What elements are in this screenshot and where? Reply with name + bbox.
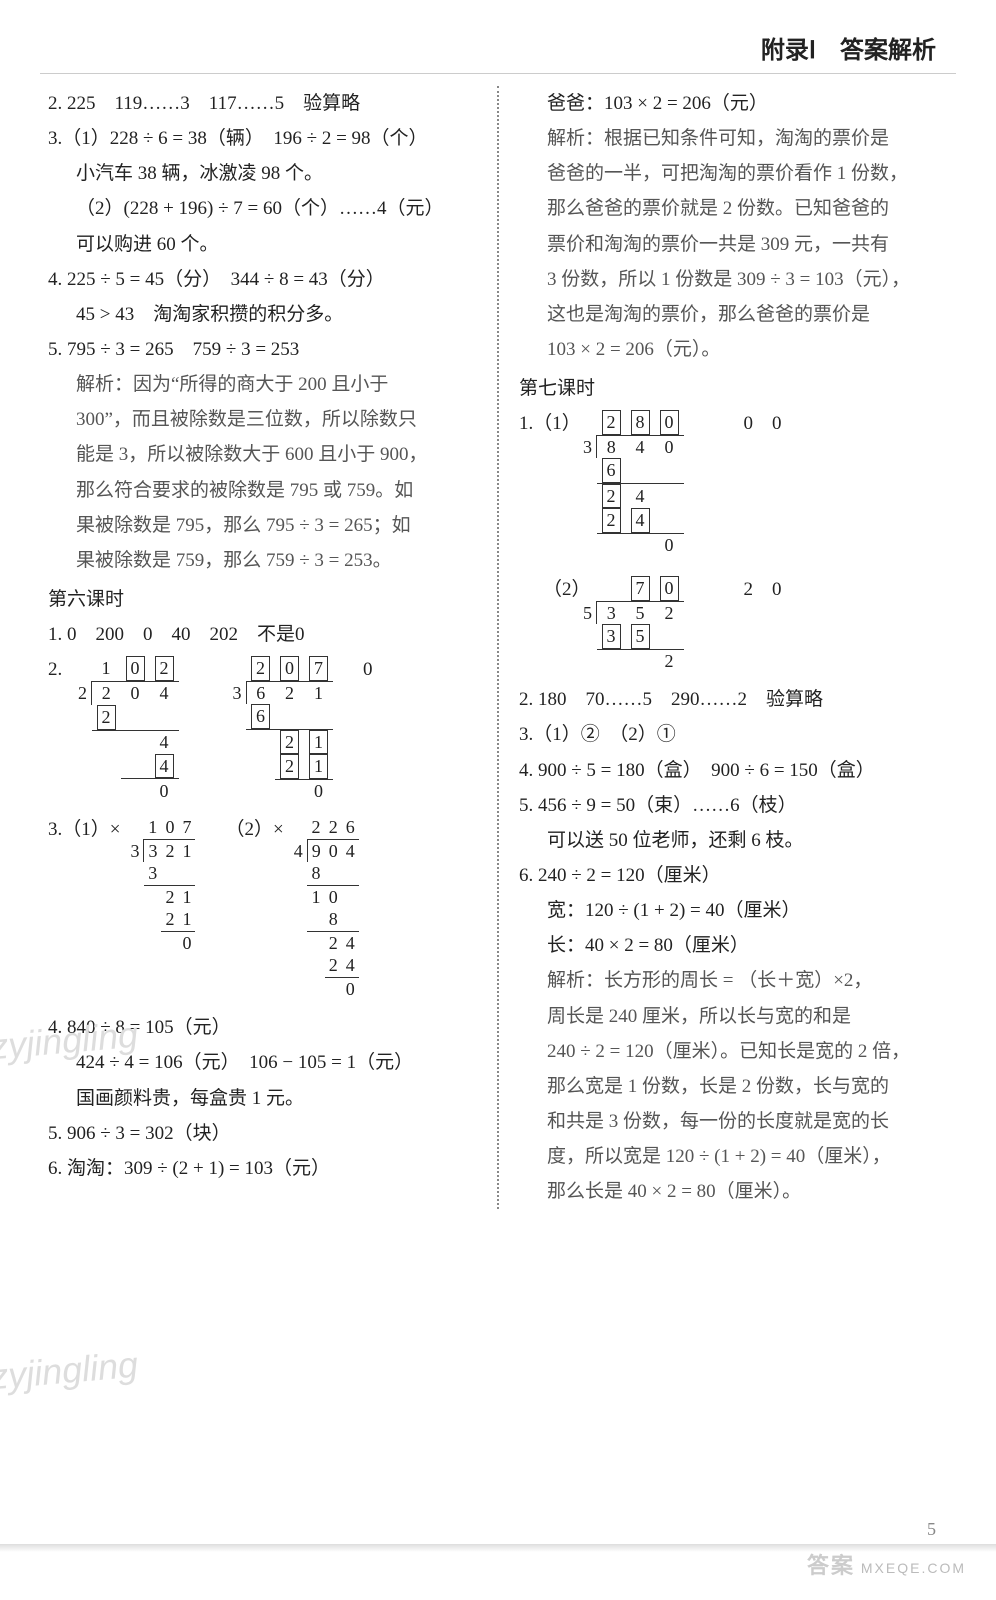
s7-item6d: 解析：长方形的周长 = （长＋宽）×2， <box>519 963 948 998</box>
two-column-body: 2. 225 119……3 117……5 验算略 3.（1）228 ÷ 6 = … <box>40 86 956 1209</box>
column-divider <box>497 86 499 1209</box>
item-5e: 那么符合要求的被除数是 795 或 759。如 <box>48 473 477 508</box>
s7-item4: 4. 900 ÷ 5 = 180（盒） 900 ÷ 6 = 150（盒） <box>519 753 948 788</box>
footer-logo-sub: MXEQE.COM <box>861 1560 966 1576</box>
s6-item3-1-label: 3.（1）× <box>48 812 120 964</box>
s7-item5a: 5. 456 ÷ 9 = 50（束）……6（枝） <box>519 788 948 823</box>
item-2: 2. 225 119……3 117……5 验算略 <box>48 86 477 121</box>
header-rule <box>40 73 956 74</box>
s7-item6c: 长：40 × 2 = 80（厘米） <box>519 928 948 963</box>
left-column: 2. 225 119……3 117……5 验算略 3.（1）228 ÷ 6 = … <box>40 86 495 1209</box>
s7-item1-2: （2） 70 5352 35 2 2 0 <box>519 572 948 682</box>
s7-item6f: 240 ÷ 2 = 120（厘米）。已知长是宽的 2 倍， <box>519 1034 948 1069</box>
s6-item1: 1. 0 200 0 40 202 不是0 <box>48 617 477 652</box>
footer-logo-main: 答案 <box>807 1553 855 1578</box>
item-3-1: 3.（1）228 ÷ 6 = 38（辆） 196 ÷ 2 = 98（个） <box>48 121 477 156</box>
s7-1-1-label: 1.（1） <box>519 406 579 441</box>
r1: 爸爸：103 × 2 = 206（元） <box>519 86 948 121</box>
longdiv-352-5: 70 5352 35 2 <box>579 576 684 672</box>
s7-1-1-side: 0 0 <box>744 406 782 441</box>
s6-item6: 6. 淘淘：309 ÷ (2 + 1) = 103（元） <box>48 1151 477 1186</box>
s7-item5b: 可以送 50 位老师，还剩 6 枝。 <box>519 823 948 858</box>
r8: 103 × 2 = 206（元）。 <box>519 332 948 367</box>
s6-item2: 2. 102 2204 2 4 4 0 207 3621 <box>48 652 477 812</box>
s7-item6j: 那么长是 40 × 2 = 80（厘米）。 <box>519 1174 948 1209</box>
s6-item3-2-label: （2）× <box>225 812 283 1010</box>
item-5d: 能是 3，所以被除数大于 600 且小于 900， <box>48 437 477 472</box>
item-5f: 果被除数是 795，那么 795 ÷ 3 = 265；如 <box>48 508 477 543</box>
s6-item4b: 424 ÷ 4 = 106（元） 106 − 105 = 1（元） <box>48 1045 477 1080</box>
item-4b: 45 > 43 淘淘家积攒的积分多。 <box>48 297 477 332</box>
s6-item5: 5. 906 ÷ 3 = 302（块） <box>48 1116 477 1151</box>
longdiv-904-4: 226 4904 8 10 8 24 24 0 <box>290 816 359 1000</box>
r7: 这也是淘淘的票价，那么爸爸的票价是 <box>519 297 948 332</box>
longdiv-621-3: 207 3621 6 21 21 0 <box>229 656 334 802</box>
s6-item2-label: 2. <box>48 652 74 687</box>
s7-item6h: 和共是 3 份数，每一份的长度就是宽的长 <box>519 1104 948 1139</box>
page-number: 5 <box>927 1519 936 1540</box>
r6: 3 份数，所以 1 份数是 309 ÷ 3 = 103（元）， <box>519 262 948 297</box>
s7-item1-1: 1.（1） 280 3840 6 24 24 0 0 0 <box>519 406 948 566</box>
item-3-2b: 可以购进 60 个。 <box>48 227 477 262</box>
section-6-title: 第六课时 <box>48 582 477 617</box>
item-4a: 4. 225 ÷ 5 = 45（分） 344 ÷ 8 = 43（分） <box>48 262 477 297</box>
s7-item6g: 那么宽是 1 份数，长是 2 份数，长与宽的 <box>519 1069 948 1104</box>
r2: 解析：根据已知条件可知，淘淘的票价是 <box>519 121 948 156</box>
page-header: 附录Ⅰ 答案解析 <box>40 30 956 65</box>
footer-logo: 答案 MXEQE.COM <box>807 1548 966 1580</box>
s6-item2-side: 0 <box>363 652 373 687</box>
section-7-title: 第七课时 <box>519 371 948 406</box>
longdiv-840-3: 280 3840 6 24 24 0 <box>579 410 684 556</box>
s7-1-2-label: （2） <box>519 572 579 607</box>
right-column: 爸爸：103 × 2 = 206（元） 解析：根据已知条件可知，淘淘的票价是 爸… <box>501 86 956 1209</box>
r5: 票价和淘淘的票价一共是 309 元，一共有 <box>519 227 948 262</box>
s7-1-2-side: 2 0 <box>744 572 782 607</box>
item-5b: 解析：因为“所得的商大于 200 且小于 <box>48 367 477 402</box>
s7-item6e: 周长是 240 厘米，所以长与宽的和是 <box>519 999 948 1034</box>
item-3-2: （2）(228 + 196) ÷ 7 = 60（个）……4（元） <box>48 191 477 226</box>
s7-item2: 2. 180 70……5 290……2 验算略 <box>519 682 948 717</box>
r3: 爸爸的一半，可把淘淘的票价看作 1 份数， <box>519 156 948 191</box>
s7-item6b: 宽：120 ÷ (1 + 2) = 40（厘米） <box>519 893 948 928</box>
longdiv-321-3: 107 3321 3 21 21 0 <box>126 816 195 954</box>
s6-item3: 3.（1）× 107 3321 3 21 21 0 （2）× 226 4904 <box>48 812 477 1010</box>
watermark-2: zyjingling <box>0 1344 140 1399</box>
s7-item6a: 6. 240 ÷ 2 = 120（厘米） <box>519 858 948 893</box>
s7-item6i: 度，所以宽是 120 ÷ (1 + 2) = 40（厘米）， <box>519 1139 948 1174</box>
s7-item3: 3.（1）② （2）① <box>519 717 948 752</box>
page: 附录Ⅰ 答案解析 2. 225 119……3 117……5 验算略 3.（1）2… <box>0 0 996 1600</box>
item-5c: 300”，而且被除数是三位数，所以除数只 <box>48 402 477 437</box>
s6-item4a: 4. 840 ÷ 8 = 105（元） <box>48 1010 477 1045</box>
item-5a: 5. 795 ÷ 3 = 265 759 ÷ 3 = 253 <box>48 332 477 367</box>
item-3-1b: 小汽车 38 辆，冰激凌 98 个。 <box>48 156 477 191</box>
item-5g: 果被除数是 759，那么 759 ÷ 3 = 253。 <box>48 543 477 578</box>
r4: 那么爸爸的票价就是 2 份数。已知爸爸的 <box>519 191 948 226</box>
s6-item4c: 国画颜料贵，每盒贵 1 元。 <box>48 1081 477 1116</box>
longdiv-204-2: 102 2204 2 4 4 0 <box>74 656 179 802</box>
